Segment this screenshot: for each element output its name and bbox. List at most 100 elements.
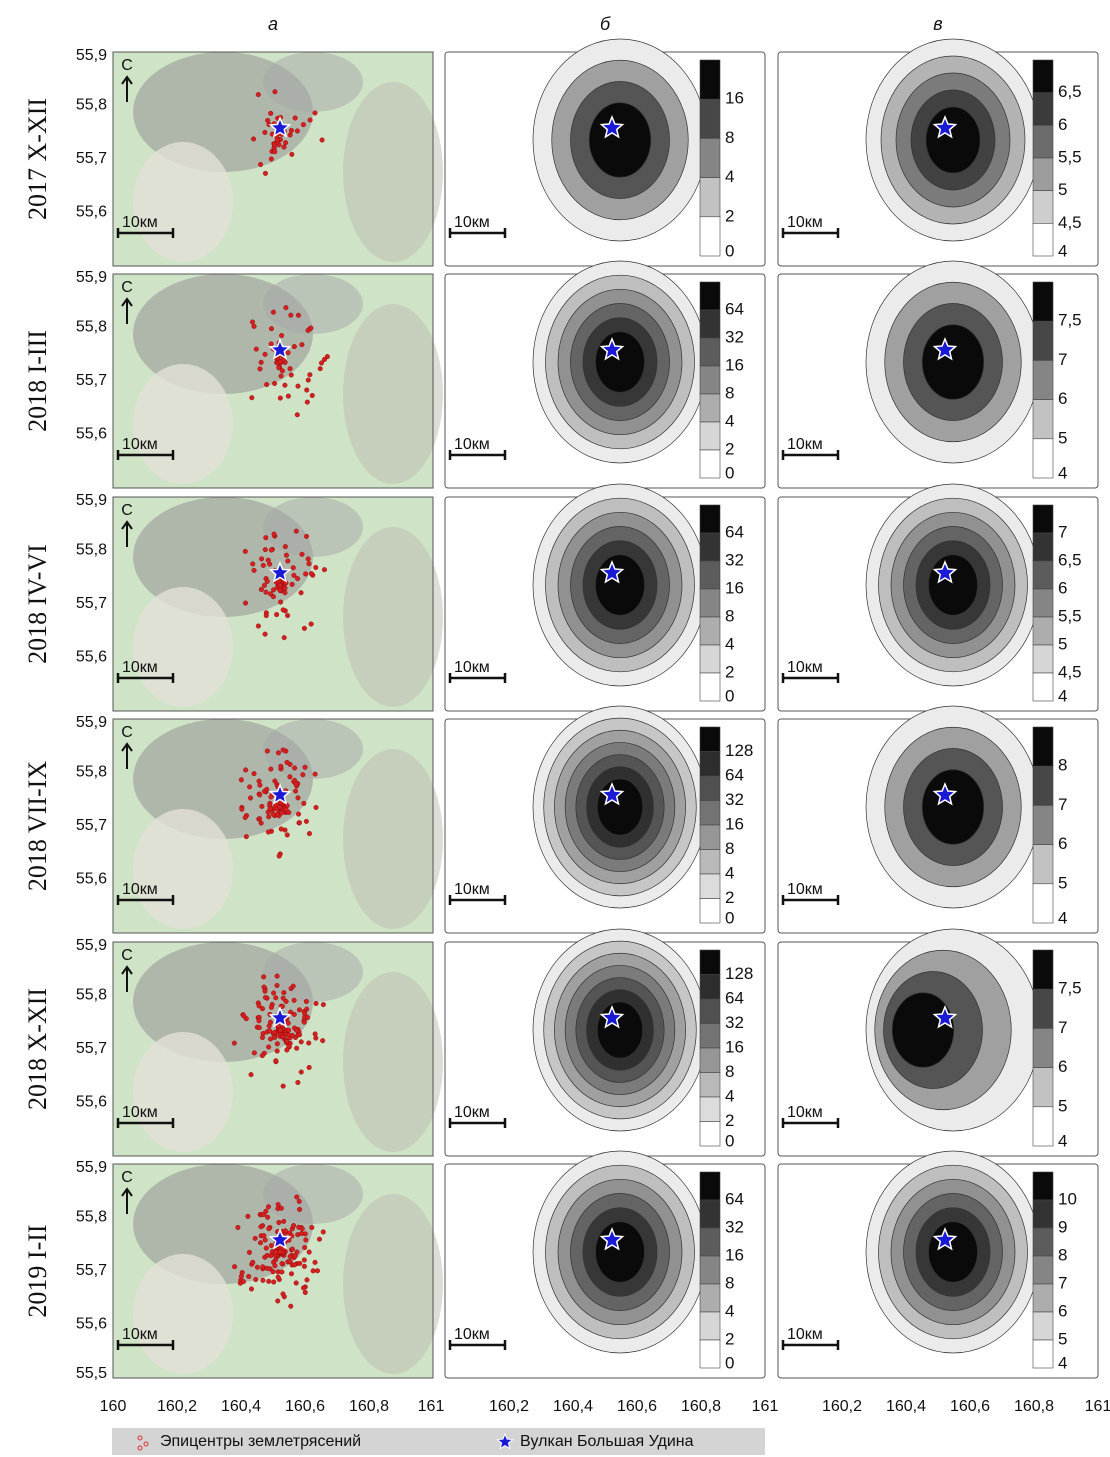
colorbar-segment bbox=[1032, 560, 1054, 590]
epicenter bbox=[258, 586, 264, 592]
volcano-star bbox=[932, 1227, 958, 1251]
terrain bbox=[263, 52, 363, 112]
epicenter bbox=[272, 1263, 278, 1269]
epicenter bbox=[276, 365, 282, 371]
epicenter bbox=[313, 1035, 319, 1041]
epicenter bbox=[261, 974, 267, 980]
colorbar-label: 5 bbox=[1058, 180, 1067, 199]
epicenter bbox=[307, 117, 313, 123]
epicenter bbox=[250, 561, 256, 567]
epicenter bbox=[277, 1027, 283, 1033]
scale-label: 10км bbox=[454, 214, 490, 231]
colorbar-segment bbox=[1032, 1106, 1054, 1147]
epicenter bbox=[298, 1039, 304, 1045]
epicenter bbox=[278, 599, 284, 605]
epicenter bbox=[299, 1230, 305, 1236]
epicenter bbox=[260, 1264, 266, 1270]
epicenter bbox=[288, 127, 294, 133]
colorbar-label: 0 bbox=[725, 908, 734, 927]
epicenter bbox=[275, 1274, 281, 1280]
epicenter bbox=[268, 1004, 274, 1010]
scale-bar bbox=[448, 1340, 507, 1350]
colorbar-label: 8 bbox=[725, 383, 734, 402]
colorbar-label: 4,5 bbox=[1058, 213, 1082, 232]
colorbar-segment bbox=[699, 560, 721, 590]
epicenter bbox=[283, 552, 289, 558]
epicenter bbox=[305, 556, 311, 562]
colorbar-segment bbox=[1032, 59, 1054, 93]
epicenter bbox=[295, 795, 301, 801]
scale-bar bbox=[781, 673, 840, 683]
colorbar-segment bbox=[1032, 644, 1054, 674]
epicenter bbox=[263, 1208, 269, 1214]
epicenter bbox=[287, 1259, 293, 1265]
epicenter bbox=[312, 1031, 318, 1037]
x-tick-label: 160,8 bbox=[1014, 1398, 1054, 1415]
epicenter bbox=[268, 766, 274, 772]
colorbar-segment bbox=[1032, 1028, 1054, 1068]
colorbar-label: 9 bbox=[1058, 1217, 1067, 1236]
epicenter bbox=[293, 1280, 299, 1286]
epicenter bbox=[279, 1003, 285, 1009]
colorbar-segment bbox=[699, 532, 721, 562]
volcano-star bbox=[932, 560, 958, 584]
epicenter bbox=[293, 781, 299, 787]
epicenter bbox=[305, 1015, 311, 1021]
contour bbox=[588, 102, 652, 178]
volcano-star bbox=[268, 116, 292, 138]
colorbar-label: 64 bbox=[725, 988, 744, 1007]
y-tick-label: 55,8 bbox=[76, 764, 107, 781]
epicenter bbox=[265, 809, 271, 815]
colorbar-segment bbox=[699, 849, 721, 875]
x-tick-label: 161 bbox=[418, 1398, 445, 1415]
scale-label: 10км bbox=[122, 436, 158, 453]
colorbar-segment bbox=[699, 1311, 721, 1341]
colorbar-segment bbox=[1032, 125, 1054, 159]
epicenter bbox=[243, 767, 249, 773]
epicenter bbox=[313, 804, 319, 810]
column-header: в bbox=[933, 14, 942, 34]
epicenter bbox=[235, 1225, 241, 1231]
epicenter bbox=[272, 141, 278, 147]
terrain bbox=[343, 972, 443, 1152]
y-tick-label: 55,7 bbox=[76, 372, 107, 389]
epicenter bbox=[294, 412, 300, 418]
epicenter bbox=[293, 528, 299, 534]
epicenter bbox=[297, 1260, 303, 1266]
epicenter bbox=[303, 818, 309, 824]
colorbar-label: 4 bbox=[1058, 908, 1067, 927]
epicenter bbox=[284, 832, 290, 838]
colorbar-label: 4 bbox=[725, 634, 734, 653]
y-tick-label: 55,9 bbox=[76, 937, 107, 954]
epicenter bbox=[304, 1277, 310, 1283]
colorbar-label: 2 bbox=[725, 662, 734, 681]
scale-bar bbox=[448, 450, 507, 460]
epicenter bbox=[264, 748, 270, 754]
epicenter bbox=[306, 1040, 312, 1046]
colorbar-segment bbox=[1032, 883, 1054, 924]
colorbar-segment bbox=[1032, 1311, 1054, 1341]
epicenter bbox=[268, 794, 274, 800]
epicenter bbox=[245, 1213, 251, 1219]
epicenter bbox=[261, 582, 267, 588]
north-arrow bbox=[121, 965, 133, 992]
epicenter bbox=[258, 359, 264, 365]
epicenter bbox=[270, 309, 276, 315]
colorbar-label: 7 bbox=[1058, 1018, 1067, 1037]
colorbar-segment bbox=[699, 824, 721, 850]
epicenter bbox=[258, 1224, 264, 1230]
colorbar-label: 8 bbox=[725, 128, 734, 147]
colorbar-segment bbox=[699, 1227, 721, 1257]
epicenter bbox=[279, 333, 285, 339]
scale-bar bbox=[448, 673, 507, 683]
epicenter bbox=[261, 984, 267, 990]
map-panel bbox=[113, 719, 443, 933]
epicenter bbox=[268, 547, 274, 553]
epicenter bbox=[291, 572, 297, 578]
colorbar-label: 8 bbox=[725, 606, 734, 625]
legend-box bbox=[112, 1428, 765, 1455]
scale-label: 10км bbox=[787, 659, 823, 676]
epicenter bbox=[243, 834, 249, 840]
epicenter bbox=[299, 342, 305, 348]
colorbar-segment bbox=[1032, 1227, 1054, 1257]
